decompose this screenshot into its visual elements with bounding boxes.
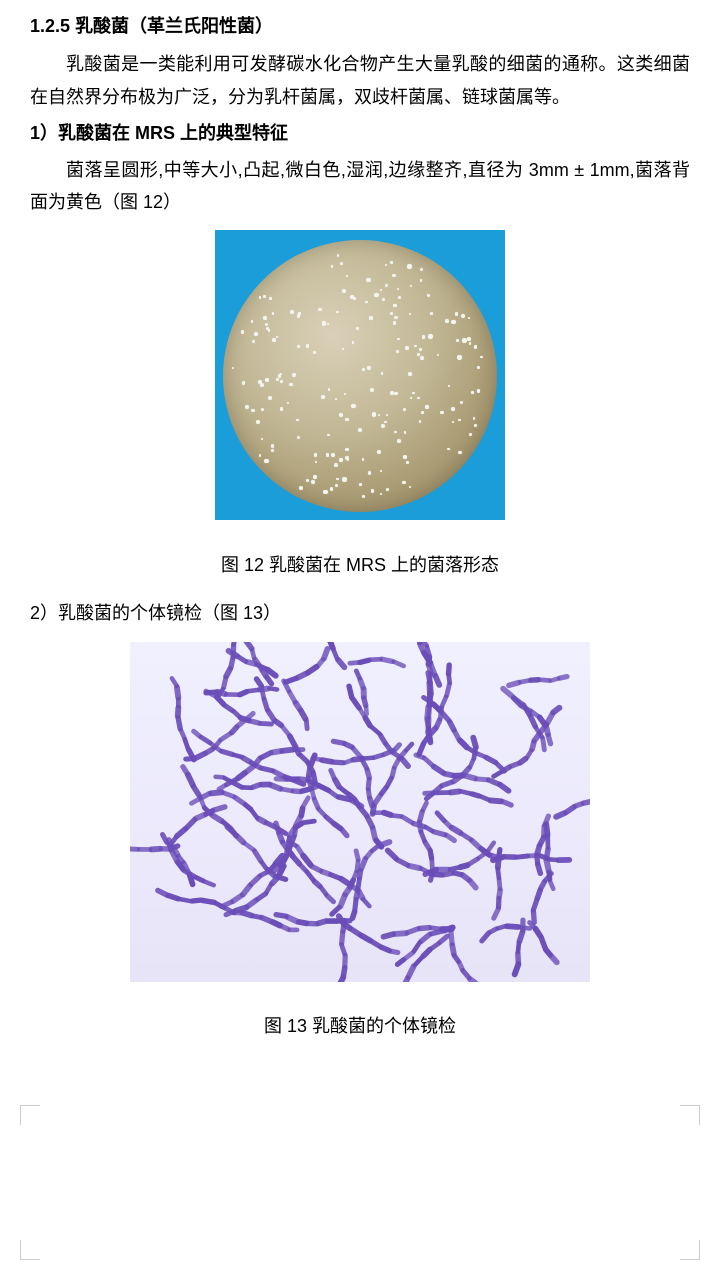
- microscopy-image: [130, 642, 590, 982]
- figure-12-container: [30, 230, 690, 530]
- page-corner-marker: [20, 1240, 40, 1260]
- subsection-1-heading: 1）乳酸菌在 MRS 上的典型特征: [30, 117, 690, 149]
- page-corner-marker: [680, 1240, 700, 1260]
- subsection-2-heading: 2）乳酸菌的个体镜检（图 13）: [30, 597, 690, 629]
- subsection-1-number: 1）: [30, 123, 58, 143]
- section-heading: 1.2.5 乳酸菌（革兰氏阳性菌）: [30, 10, 690, 42]
- figure-13-caption: 图 13 乳酸菌的个体镜检: [30, 1010, 690, 1042]
- subsection-2-number: 2）: [30, 603, 58, 623]
- subsection-1-title: 乳酸菌在 MRS 上的典型特征: [58, 123, 288, 143]
- section-title: 乳酸菌（革兰氏阳性菌）: [75, 16, 273, 36]
- subsection-2-title: 乳酸菌的个体镜检（图 13）: [58, 603, 281, 623]
- petri-dish-image: [215, 230, 505, 520]
- section-number: 1.2.5: [30, 16, 70, 36]
- intro-paragraph: 乳酸菌是一类能利用可发酵碳水化合物产生大量乳酸的细菌的通称。这类细菌在自然界分布…: [30, 48, 690, 113]
- page-corner-marker: [680, 1105, 700, 1125]
- figure-12-caption: 图 12 乳酸菌在 MRS 上的菌落形态: [30, 549, 690, 581]
- page-corner-marker: [20, 1105, 40, 1125]
- figure-13-container: [30, 642, 690, 992]
- mrs-description-paragraph: 菌落呈圆形,中等大小,凸起,微白色,湿润,边缘整齐,直径为 3mm ± 1mm,…: [30, 154, 690, 219]
